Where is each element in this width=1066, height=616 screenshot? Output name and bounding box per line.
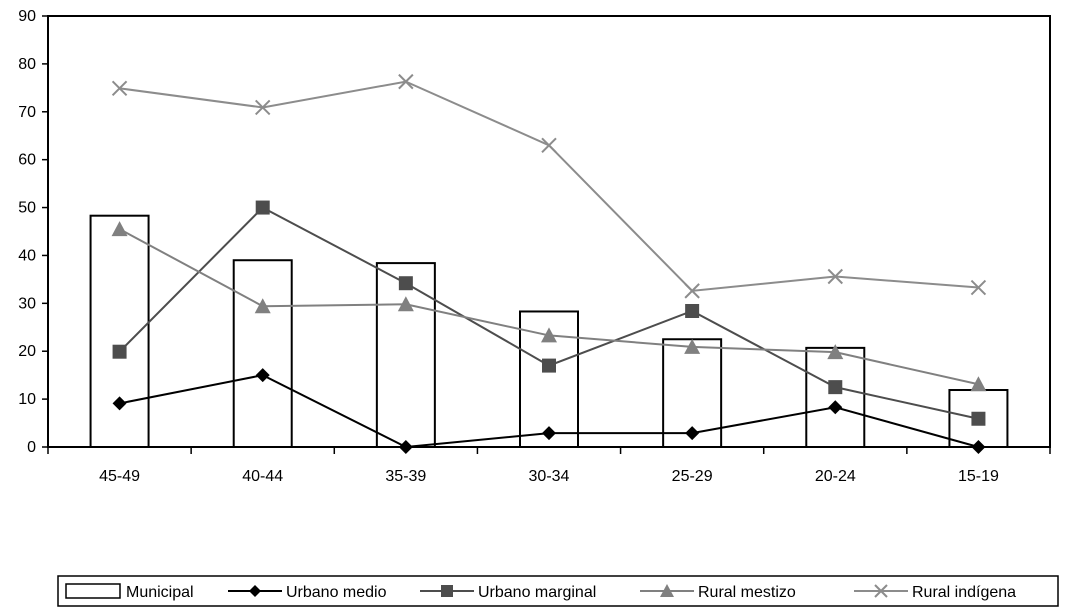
- bar-municipal: [805, 346, 866, 448]
- point-urbano-marginal: [828, 380, 843, 395]
- point-rural-indigena: [398, 73, 414, 90]
- x-tick-label: 35-39: [385, 468, 426, 485]
- point-urbano-marginal: [971, 411, 986, 426]
- point-rural-mestizo: [684, 338, 701, 354]
- plot-area: 0 10 20 30 40 50 60 70 80 90 45-49 40-44 35-39 30-34 2…: [18, 8, 1051, 485]
- legend-label-urbano-marginal: Urbano marginal: [478, 584, 596, 601]
- point-rural-indigena: [111, 80, 128, 97]
- point-urbano-medio: [398, 440, 413, 454]
- point-rural-indigena: [684, 283, 700, 299]
- point-rural-indigena: [255, 99, 271, 116]
- bar-municipal: [232, 259, 293, 448]
- point-urbano-medio: [255, 368, 270, 383]
- y-tick-label: 10: [18, 391, 36, 408]
- y-tick-label: 50: [18, 200, 36, 217]
- x-tick-label: 45-49: [99, 468, 140, 485]
- point-urbano-medio: [828, 400, 843, 415]
- point-urbano-marginal: [685, 303, 700, 318]
- bar-municipal: [375, 262, 436, 448]
- y-tick-label: 20: [18, 343, 36, 360]
- y-tick-label: 70: [18, 104, 36, 121]
- y-tick-label: 80: [18, 56, 36, 73]
- legend-label-rural-indigena: Rural indígena: [912, 584, 1016, 601]
- point-rural-indigena: [827, 268, 843, 285]
- point-rural-mestizo: [541, 327, 557, 343]
- legend-label-municipal: Municipal: [126, 584, 194, 601]
- x-tick-label: 15-19: [958, 468, 999, 485]
- y-tick-label: 30: [18, 295, 36, 312]
- point-urbano-marginal: [398, 276, 413, 291]
- legend-marker-urbano-marginal: [441, 585, 453, 597]
- point-rural-mestizo: [254, 298, 271, 314]
- legend-box: [57, 575, 1059, 607]
- legend-marker-rural-mestizo: [660, 584, 674, 597]
- point-rural-mestizo: [827, 344, 844, 360]
- x-tick-label: 20-24: [815, 468, 856, 485]
- point-rural-mestizo: [111, 221, 128, 237]
- point-urbano-medio: [112, 396, 127, 411]
- legend: Municipal Urbano medio Urbano marginal Rura…: [57, 575, 1059, 607]
- legend-label-rural-mestizo: Rural mestizo: [698, 584, 796, 601]
- x-tick-label: 25-29: [672, 468, 713, 485]
- point-urbano-marginal: [255, 200, 270, 215]
- legend-label-urbano-medio: Urbano medio: [286, 584, 387, 601]
- point-urbano-medio: [542, 426, 556, 441]
- point-rural-indigena: [541, 137, 557, 154]
- x-tick-label: 30-34: [529, 468, 570, 485]
- y-tick-label: 40: [18, 247, 36, 264]
- y-tick-label: 90: [18, 8, 36, 25]
- point-urbano-medio: [971, 440, 986, 454]
- point-urbano-medio: [685, 426, 700, 441]
- point-urbano-marginal: [112, 344, 127, 359]
- legend-marker-urbano-medio: [249, 585, 261, 597]
- point-urbano-marginal: [542, 358, 556, 373]
- point-rural-indigena: [970, 279, 987, 296]
- x-tick-label: 40-44: [242, 468, 283, 485]
- y-tick-label: 0: [27, 439, 36, 456]
- y-tick-label: 60: [18, 152, 36, 169]
- point-rural-mestizo: [970, 376, 987, 392]
- point-rural-mestizo: [397, 296, 414, 312]
- legend-swatch-municipal: [65, 583, 121, 599]
- legend-marker-rural-indigena: [874, 584, 888, 598]
